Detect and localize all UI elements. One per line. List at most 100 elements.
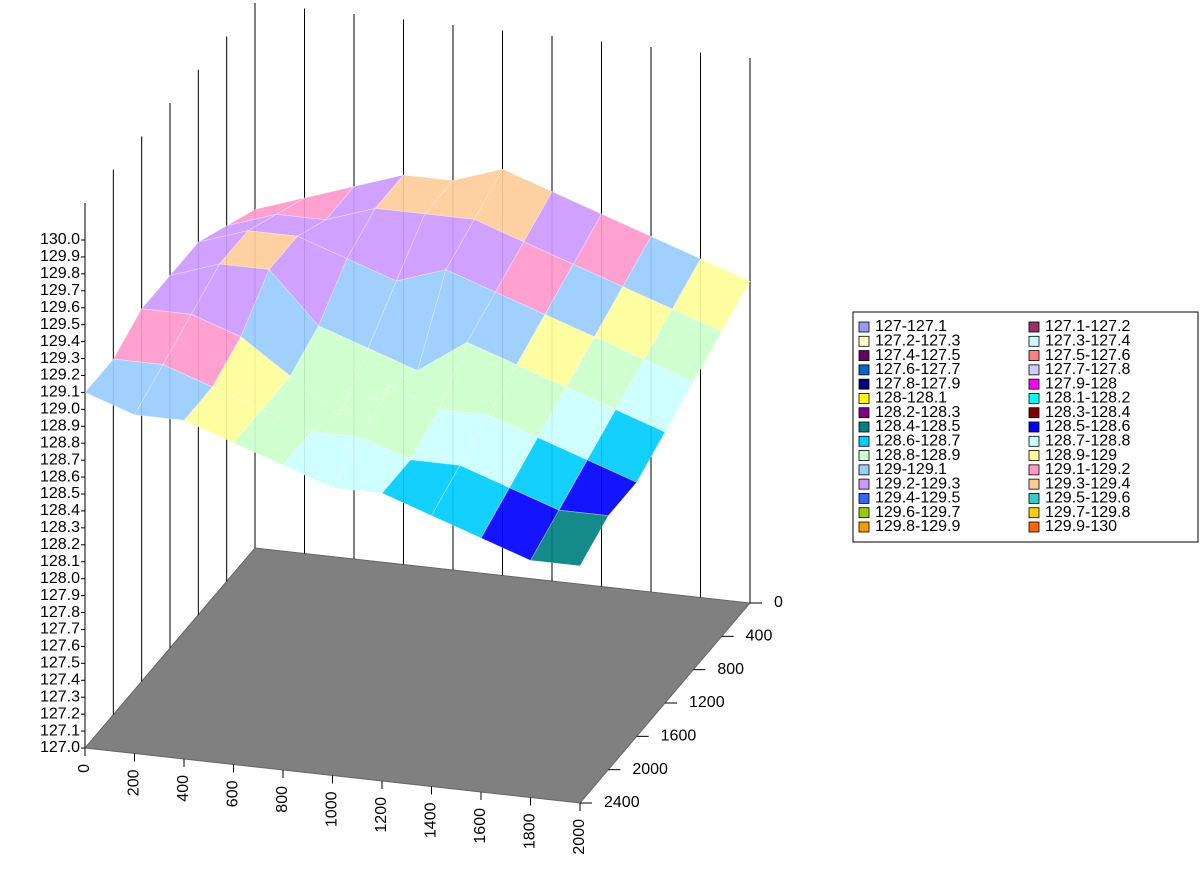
legend-label: 127.8-127.9 <box>875 375 961 392</box>
legend-label: 127.9-128 <box>1045 375 1117 392</box>
x-tick-label: 200 <box>126 769 143 796</box>
z-tick-label: 127.3 <box>40 688 80 705</box>
surface-cell <box>331 436 411 494</box>
legend-swatch <box>858 364 870 376</box>
z-tick-label: 128.9 <box>40 417 80 434</box>
z-tick-label: 127.7 <box>40 621 80 638</box>
legend-swatch <box>858 478 870 490</box>
x-tick-label: 1800 <box>522 813 539 849</box>
legend-label: 129.7-129.8 <box>1045 504 1131 521</box>
z-tick-label: 130.0 <box>40 231 80 248</box>
legend-swatch <box>1028 407 1040 419</box>
legend-label: 129.3-129.4 <box>1045 475 1131 492</box>
legend-label: 128.3-128.4 <box>1045 404 1131 421</box>
legend-label: 128.9-129 <box>1045 447 1117 464</box>
x-tick-label: 2000 <box>571 819 588 855</box>
x-tick-label: 1000 <box>324 791 341 827</box>
legend-label: 129.2-129.3 <box>875 475 961 492</box>
legend-swatch <box>1028 321 1040 333</box>
z-tick-label: 129.1 <box>40 384 80 401</box>
y-tick-label: 1600 <box>661 728 697 745</box>
legend-swatch <box>858 350 870 361</box>
legend-label: 129.6-129.7 <box>875 504 961 521</box>
legend-label: 127.1-127.2 <box>1045 318 1131 335</box>
z-tick-label: 129.4 <box>40 333 80 350</box>
legend-swatch <box>1028 493 1040 504</box>
surface-cell <box>430 464 510 539</box>
legend-label: 128.5-128.6 <box>1045 418 1131 435</box>
legend-box <box>852 311 1199 543</box>
z-tick-label: 129.2 <box>40 367 80 384</box>
surface-cell <box>529 509 609 567</box>
legend-swatch <box>1028 364 1040 376</box>
legend-swatch <box>1028 450 1040 461</box>
legend-swatch <box>858 335 870 347</box>
z-tick-label: 127.8 <box>40 604 80 621</box>
legend-label: 127.7-127.8 <box>1045 361 1131 378</box>
legend-label: 127.4-127.5 <box>875 347 961 364</box>
z-tick-label: 129.8 <box>40 265 80 282</box>
z-tick-label: 129.7 <box>40 282 80 299</box>
z-tick-label: 128.0 <box>40 570 80 587</box>
y-tick-label: 800 <box>717 661 744 678</box>
legend-label: 128.2-128.3 <box>875 404 961 421</box>
legend-swatch <box>1028 421 1040 433</box>
z-tick-label: 129.6 <box>40 299 80 316</box>
legend-swatch <box>1028 335 1040 347</box>
legend-swatch <box>858 321 870 333</box>
z-tick-label: 127.6 <box>40 638 80 655</box>
z-tick-label: 128.3 <box>40 519 80 536</box>
legend-swatch <box>858 521 870 533</box>
legend-swatch <box>858 493 870 504</box>
legend-swatch <box>858 435 870 447</box>
legend-label: 127.3-127.4 <box>1045 333 1131 350</box>
z-tick-label: 127.2 <box>40 705 80 722</box>
y-tick-label: 2000 <box>632 761 668 778</box>
x-tick-label: 0 <box>76 764 93 773</box>
legend-swatch <box>858 393 870 404</box>
legend-swatch <box>858 450 870 461</box>
legend-label: 128.7-128.8 <box>1045 433 1131 450</box>
x-tick-label: 600 <box>225 780 242 807</box>
legend-label: 128.4-128.5 <box>875 418 961 435</box>
surface-cell <box>84 358 164 416</box>
x-tick-label: 1200 <box>373 797 390 833</box>
legend-label: 127.5-127.6 <box>1045 347 1131 364</box>
legend-swatch <box>858 378 870 390</box>
y-tick-label: 2400 <box>604 794 640 811</box>
z-tick-label: 127.4 <box>40 671 80 688</box>
y-tick-label: 1200 <box>689 694 725 711</box>
legend-swatch <box>1028 521 1040 533</box>
z-tick-label: 129.9 <box>40 248 80 265</box>
x-tick-label: 800 <box>274 786 291 813</box>
z-tick-label: 127.0 <box>40 739 80 756</box>
legend-swatch <box>1028 393 1040 404</box>
surface-cell <box>282 431 362 489</box>
z-tick-label: 129.5 <box>40 316 80 333</box>
x-tick-label: 1600 <box>472 808 489 844</box>
legend-swatch <box>1028 507 1040 519</box>
legend-label: 129-129.1 <box>875 461 947 478</box>
legend-swatch <box>858 421 870 433</box>
z-tick-label: 128.4 <box>40 502 80 519</box>
z-tick-label: 128.2 <box>40 536 80 553</box>
y-tick-label: 400 <box>746 628 773 645</box>
y-tick-label: 0 <box>774 594 783 611</box>
legend-label: 129.1-129.2 <box>1045 461 1131 478</box>
legend-label: 128-128.1 <box>875 390 947 407</box>
z-tick-label: 128.7 <box>40 451 80 468</box>
legend-label: 128.1-128.2 <box>1045 390 1131 407</box>
legend-swatch <box>1028 378 1040 390</box>
legend-label: 128.6-128.7 <box>875 433 961 450</box>
z-tick-label: 128.8 <box>40 434 80 451</box>
legend-label: 128.8-128.9 <box>875 447 961 464</box>
legend-swatch <box>858 464 870 476</box>
legend-label: 129.8-129.9 <box>875 518 961 535</box>
z-tick-label: 127.1 <box>40 722 80 739</box>
x-tick-label: 1400 <box>423 802 440 838</box>
surface-cell <box>381 459 461 517</box>
legend-swatch <box>1028 464 1040 476</box>
z-tick-label: 128.6 <box>40 468 80 485</box>
legend-label: 129.9-130 <box>1045 518 1117 535</box>
